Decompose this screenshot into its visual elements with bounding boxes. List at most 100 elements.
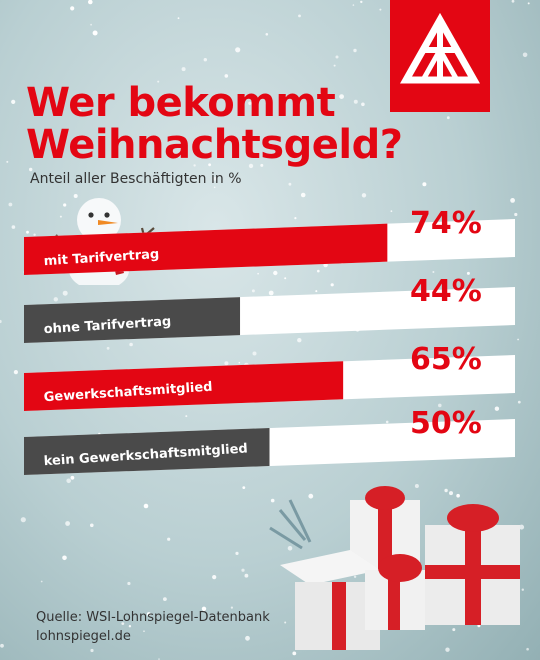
snowflake bbox=[251, 289, 255, 293]
snowflake bbox=[444, 488, 448, 493]
snowflake bbox=[11, 99, 16, 104]
value-label-1: 44% bbox=[410, 274, 482, 309]
snowflake bbox=[445, 647, 450, 652]
snowflake bbox=[252, 351, 257, 356]
snowflake bbox=[70, 6, 75, 11]
snowflake bbox=[319, 92, 324, 97]
snowflake bbox=[308, 493, 314, 499]
snowflake bbox=[203, 58, 207, 62]
snowflake bbox=[257, 272, 259, 275]
source-line-2: lohnspiegel.de bbox=[36, 629, 131, 644]
snowflake bbox=[385, 420, 389, 424]
snowflake bbox=[143, 630, 145, 632]
snowflake bbox=[208, 163, 212, 167]
title-line-1: Wer bekommt bbox=[26, 80, 336, 126]
snowflake bbox=[29, 167, 33, 172]
snowflake bbox=[163, 597, 167, 601]
snowflake bbox=[40, 580, 43, 583]
snowflake bbox=[193, 164, 196, 167]
snowflake bbox=[360, 0, 363, 4]
snowflake bbox=[241, 568, 245, 572]
snowflake bbox=[167, 537, 171, 541]
snowflake bbox=[140, 154, 145, 159]
snowflake bbox=[330, 283, 334, 287]
chart-subtitle: Anteil aller Beschäftigten in % bbox=[30, 171, 242, 187]
snowflake bbox=[526, 647, 529, 651]
snowflake bbox=[288, 182, 292, 186]
snowflake bbox=[248, 101, 252, 106]
snowflake bbox=[517, 400, 521, 404]
snowflake bbox=[121, 622, 125, 625]
snowflake bbox=[521, 588, 524, 591]
snowflake bbox=[432, 271, 435, 273]
igm-logo bbox=[390, 0, 490, 112]
snowflake bbox=[449, 491, 453, 496]
snowflake bbox=[284, 277, 287, 280]
snowflake bbox=[181, 67, 186, 72]
snowflake bbox=[224, 361, 229, 366]
snowflake bbox=[213, 176, 217, 181]
snowflake bbox=[213, 186, 216, 189]
snowflake bbox=[292, 651, 297, 656]
page-title: Wer bekommt Weihnachtsgeld? bbox=[26, 80, 403, 168]
snowflake bbox=[353, 48, 357, 53]
snowflake bbox=[11, 225, 16, 229]
snowflake bbox=[527, 2, 530, 5]
snowflake bbox=[361, 193, 367, 198]
snowflake bbox=[13, 370, 18, 375]
snowflake bbox=[146, 612, 151, 616]
snowflake bbox=[390, 210, 393, 213]
snowflake bbox=[53, 297, 58, 302]
snowflake bbox=[494, 406, 500, 411]
snowflake bbox=[317, 269, 320, 273]
snowflake bbox=[284, 621, 287, 624]
snowflake bbox=[245, 635, 250, 641]
title-line-2: Weihnachtsgeld? bbox=[26, 122, 403, 168]
snowflake bbox=[88, 0, 93, 5]
value-label-2: 65% bbox=[410, 342, 482, 377]
snowflake bbox=[71, 146, 75, 150]
snowflake bbox=[90, 523, 94, 528]
bar-0 bbox=[24, 223, 388, 275]
snowflake bbox=[217, 145, 221, 149]
snowflake bbox=[70, 475, 75, 480]
snowflake bbox=[297, 338, 302, 343]
snowflake bbox=[361, 102, 365, 107]
snowflake bbox=[0, 643, 4, 648]
snowflake bbox=[268, 290, 274, 296]
snowflake bbox=[90, 23, 92, 26]
snowflake bbox=[62, 290, 68, 296]
snowflake bbox=[185, 415, 188, 418]
snowflake bbox=[235, 47, 241, 53]
snowflake bbox=[298, 14, 301, 18]
snowflake bbox=[50, 137, 55, 143]
snowflake bbox=[37, 105, 40, 108]
snowflake bbox=[260, 163, 264, 167]
snowflake bbox=[248, 163, 254, 169]
snowflake bbox=[59, 215, 62, 218]
snowflake bbox=[270, 498, 275, 503]
snowflake bbox=[414, 484, 419, 488]
bar-3 bbox=[24, 428, 270, 475]
snowflake bbox=[62, 555, 67, 561]
snowflake bbox=[323, 262, 328, 268]
snowflake bbox=[242, 486, 246, 489]
snowflake bbox=[244, 573, 249, 578]
snowflake bbox=[456, 493, 460, 498]
category-label-0: mit Tarifvertrag bbox=[43, 247, 159, 269]
snowflake bbox=[238, 361, 241, 364]
snowflake bbox=[73, 194, 78, 198]
snowflake bbox=[335, 55, 339, 59]
snowflake bbox=[33, 233, 36, 236]
snowflake bbox=[230, 606, 233, 609]
bar-2 bbox=[24, 361, 344, 411]
snowflake bbox=[8, 202, 13, 207]
snowflake bbox=[26, 230, 29, 234]
snowflake bbox=[235, 551, 239, 556]
snowflake bbox=[106, 346, 110, 350]
source-line-1: Quelle: WSI-Lohnspiegel-Datenbank bbox=[36, 610, 270, 625]
snowflake bbox=[522, 52, 528, 58]
snowflake bbox=[43, 93, 46, 96]
snowflake bbox=[466, 271, 470, 275]
